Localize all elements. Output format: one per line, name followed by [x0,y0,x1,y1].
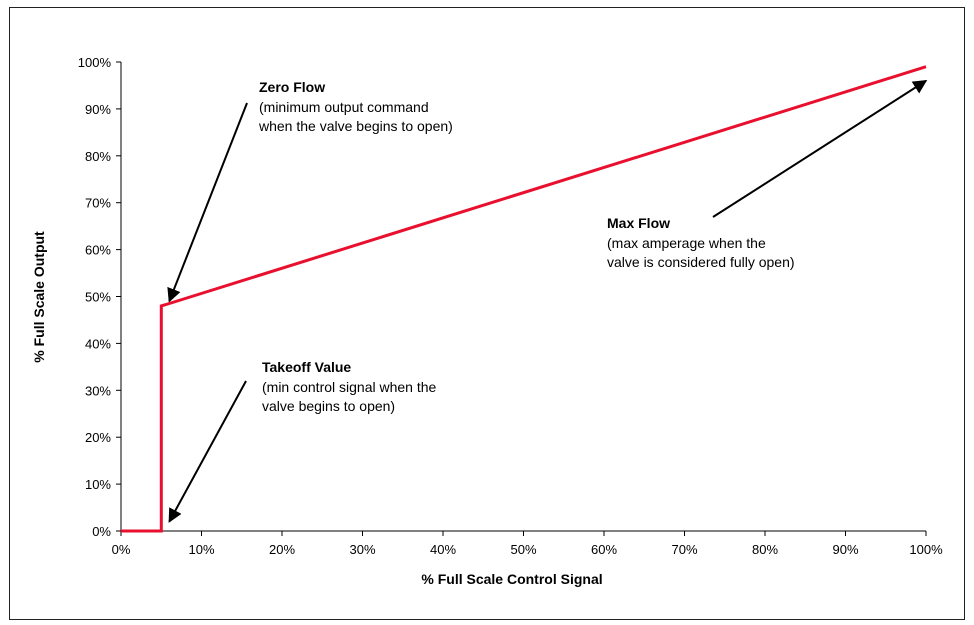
y-tick-label: 50% [85,290,111,305]
x-tick-label: 70% [671,542,697,557]
x-tick-label: 50% [510,542,536,557]
series-layer [121,65,927,533]
x-tick-label: 80% [752,542,778,557]
zero-flow-description: (minimum output command [259,99,429,115]
x-tick-label: 100% [909,542,943,557]
y-axis-title: % Full Scale Output [31,231,47,363]
y-tick-label: 40% [85,336,111,351]
takeoff-value-arrow [168,380,247,523]
max-flow-description: (max amperage when the [607,235,766,251]
tick-labels: 0% 10% 20% 30% 40% 50% 60% 70% 80% 90% 100% 0% 10% 20… [78,55,943,557]
axes [120,62,926,532]
y-tick-label: 0% [92,524,111,539]
chart-frame [9,7,965,620]
x-axis-title: % Full Scale Control Signal [421,571,602,587]
x-tick-label: 40% [430,542,456,557]
series-line [121,65,927,533]
max-flow-description: valve is considered fully open) [607,254,795,270]
max-flow-arrow [712,79,928,218]
takeoff-value-title: Takeoff Value [262,359,351,375]
y-tick-label: 10% [85,477,111,492]
max-flow-title: Max Flow [607,215,670,231]
x-tick-label: 10% [188,542,214,557]
y-tick-label: 80% [85,149,111,164]
x-tick-label: 60% [591,542,617,557]
takeoff-value-description: valve begins to open) [262,398,395,414]
y-tick-label: 30% [85,383,111,398]
max-flow-annotation: Max Flow (max amperage when the valve is c… [607,79,928,270]
y-tick-label: 90% [85,102,111,117]
y-tick-label: 100% [78,55,112,70]
zero-flow-description: when the valve begins to open) [258,118,453,134]
x-tick-label: 90% [832,542,858,557]
zero-flow-annotation: Zero Flow (minimum output command when the… [167,79,453,303]
x-tick-label: 0% [112,542,131,557]
annotations-layer: Zero Flow (minimum output command when the… [167,79,928,523]
x-tick-label: 20% [269,542,295,557]
zero-flow-title: Zero Flow [259,79,325,95]
y-tick-label: 20% [85,430,111,445]
y-tick-label: 60% [85,243,111,258]
zero-flow-arrow [167,102,248,303]
takeoff-value-annotation: Takeoff Value (min control signal when th… [168,359,437,523]
y-tick-label: 70% [85,196,111,211]
takeoff-value-description: (min control signal when the [262,379,437,395]
x-tick-label: 30% [349,542,375,557]
